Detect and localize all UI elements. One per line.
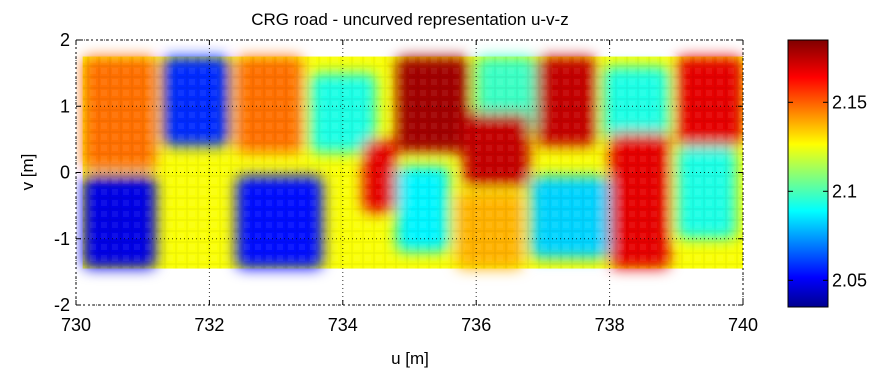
- x-tick-label: 732: [194, 315, 224, 335]
- y-tick-label: 1: [60, 96, 70, 116]
- surface-texture: [82, 56, 743, 269]
- colorbar-tick-label: 2.1: [832, 181, 857, 201]
- colorbar-ticks: 2.15 2.1 2.05: [788, 92, 867, 290]
- road-surface: [82, 56, 743, 269]
- y-tick-label: 2: [60, 30, 70, 50]
- x-tick-label: 734: [328, 315, 358, 335]
- y-tick-label: -1: [54, 229, 70, 249]
- y-tick-label: -2: [54, 295, 70, 315]
- x-tick-label: 736: [461, 315, 491, 335]
- y-tick-label: 0: [60, 163, 70, 183]
- x-tick-label: 740: [728, 315, 758, 335]
- x-axis-label: u [m]: [391, 349, 429, 368]
- colorbar-tick-label: 2.15: [832, 92, 867, 112]
- y-axis-label: v [m]: [18, 154, 37, 191]
- x-axis: 730 732 734 736 738 740: [61, 40, 758, 335]
- y-axis: 2 1 0 -1 -2: [54, 30, 743, 315]
- chart-title: CRG road - uncurved representation u-v-z: [251, 10, 568, 29]
- colorbar: [787, 39, 829, 308]
- x-tick-label: 738: [595, 315, 625, 335]
- colorbar-tick-label: 2.05: [832, 270, 867, 290]
- x-tick-label: 730: [61, 315, 91, 335]
